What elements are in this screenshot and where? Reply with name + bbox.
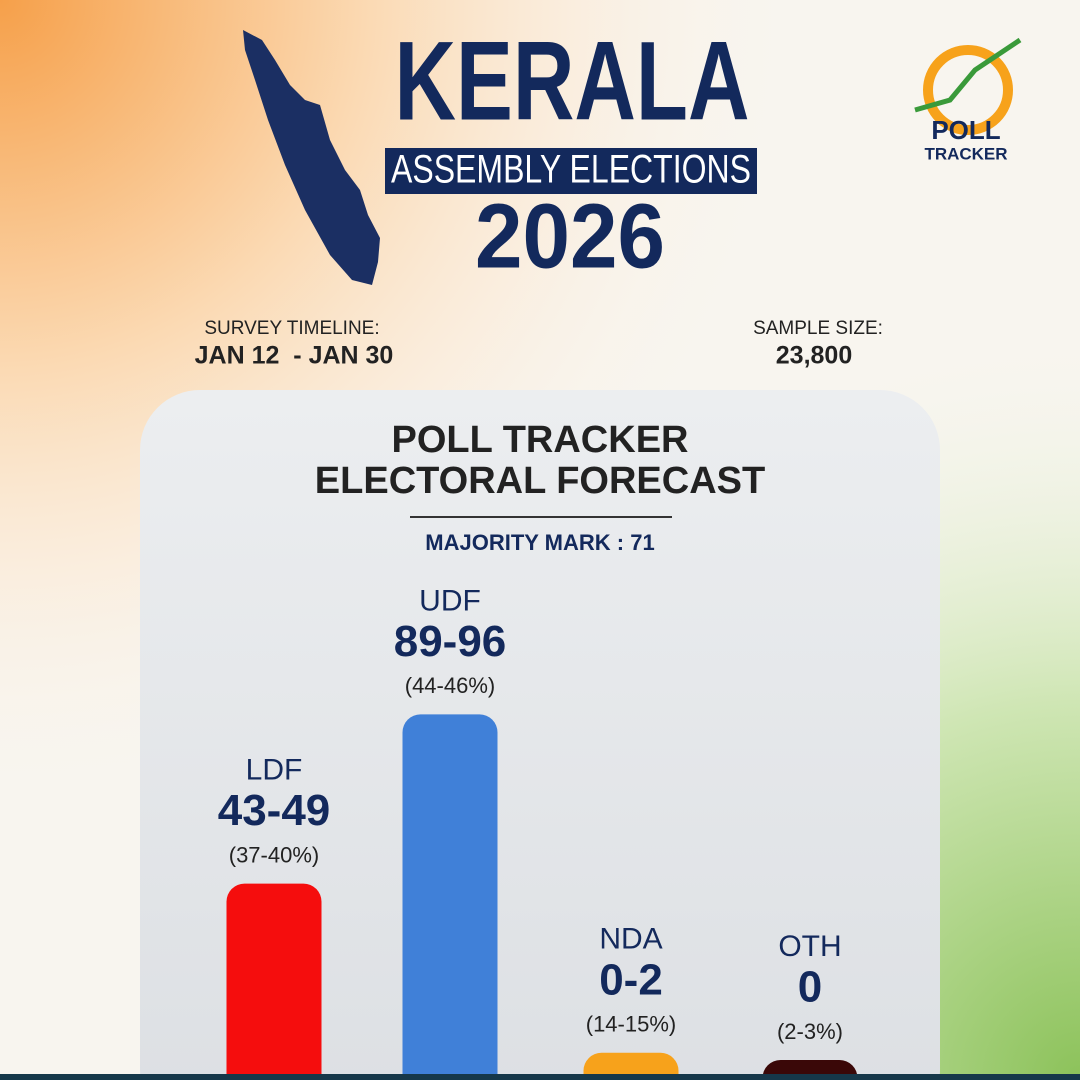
logo-top: POLL <box>931 115 1000 145</box>
bar-value-label: 43-49 <box>218 786 331 835</box>
kerala-map <box>243 30 380 285</box>
bar <box>402 714 498 1080</box>
logo-bottom: TRACKER <box>924 144 1007 163</box>
bar-value-label: 0 <box>798 963 822 1012</box>
majority-mark: MAJORITY MARK : 71 <box>425 530 654 555</box>
logo-ring <box>923 45 1013 135</box>
bar-category: UDF <box>419 584 481 617</box>
timeline: JAN 12 - JAN 30 <box>195 342 394 370</box>
subtitle: ASSEMBLY ELECTIONS <box>391 148 751 192</box>
bar-share-label: (2-3%) <box>777 1019 843 1044</box>
bar-category: LDF <box>246 754 303 787</box>
year: 2026 <box>475 185 665 287</box>
chart-title: POLL TRACKER <box>392 419 689 461</box>
bar <box>226 883 322 1080</box>
bar-share-label: (37-40%) <box>229 842 319 867</box>
bar-value-label: 0-2 <box>599 955 663 1004</box>
bar-category: OTH <box>778 930 841 963</box>
chart-panel <box>140 390 940 1080</box>
bar-category: NDA <box>599 923 662 956</box>
title: KERALA <box>395 19 750 144</box>
bar-share-label: (44-46%) <box>405 673 495 698</box>
sample-label: SAMPLE SIZE: <box>753 318 883 339</box>
bar-value-label: 89-96 <box>394 617 507 666</box>
bar <box>583 1052 679 1080</box>
logo-arrow <box>914 37 1022 113</box>
bottom-strip <box>0 1074 1080 1080</box>
subtitle-box <box>385 148 757 194</box>
bar-share-label: (14-15%) <box>586 1012 676 1037</box>
chart-subtitle: ELECTORAL FORECAST <box>315 460 765 502</box>
sample: 23,800 <box>776 342 852 370</box>
timeline-label: SURVEY TIMELINE: <box>204 318 379 339</box>
